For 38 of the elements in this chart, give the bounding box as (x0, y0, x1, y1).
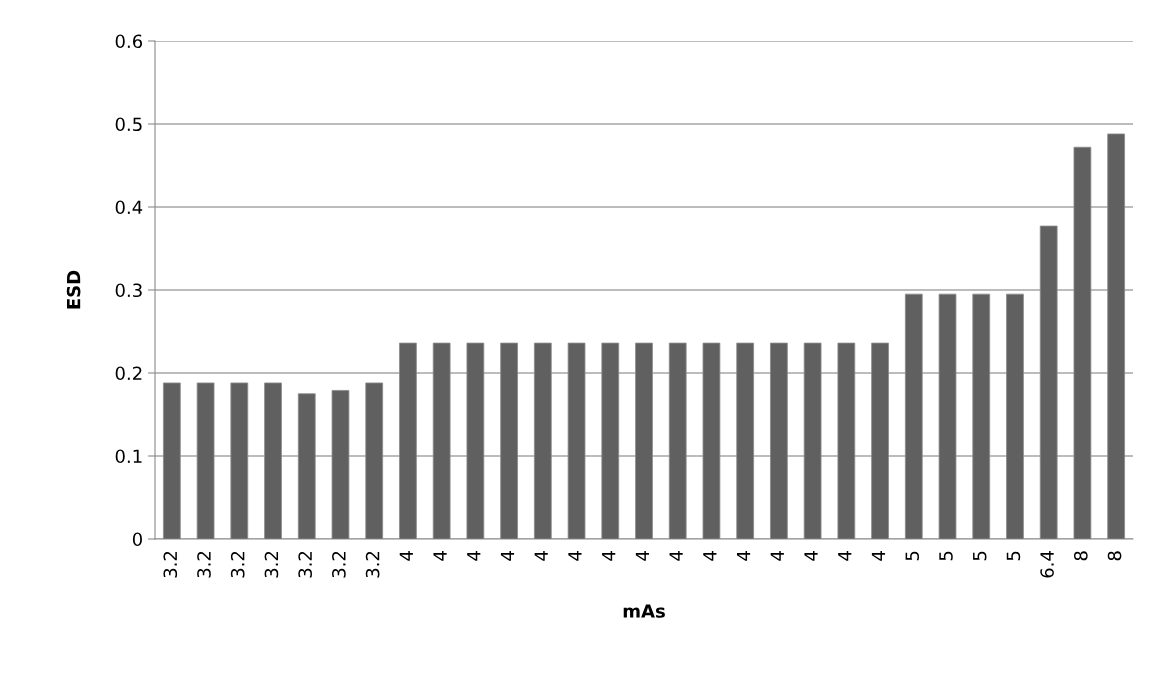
x-tick-label: 5 (939, 551, 953, 561)
x-tick-label: 6.4 (1040, 551, 1054, 578)
y-tick-label: 0.1 (115, 449, 142, 464)
x-tick-label: 4 (770, 551, 784, 561)
y-tick-label: 0.4 (115, 200, 143, 215)
x-tick-label: 8 (1074, 551, 1088, 561)
x-tick-label: 3.2 (230, 551, 245, 578)
x-tick-label: 5 (1006, 551, 1021, 561)
x-tick-label: 8 (1107, 551, 1122, 561)
x-tick-label: 4 (736, 551, 751, 561)
y-tick-label: 0.3 (115, 283, 142, 298)
x-tick-label: 4 (568, 551, 582, 561)
x-tick-label: 5 (905, 551, 920, 561)
x-axis-title: mAs (623, 604, 665, 618)
x-tick-label: 3.2 (365, 551, 380, 578)
x-tick-label: 4 (399, 551, 413, 561)
x-tick-label: 4 (669, 551, 683, 561)
x-tick-label: 3.2 (264, 551, 279, 578)
x-tick-label: 4 (467, 551, 481, 561)
y-tick-label: 0.5 (115, 117, 142, 132)
x-tick-label: 4 (871, 551, 886, 561)
x-tick-label: 5 (973, 551, 987, 561)
x-tick-label: 3.2 (197, 551, 211, 578)
y-axis-title: ESD (66, 270, 81, 309)
y-tick-label: 0.6 (115, 34, 143, 49)
x-tick-label: 3.2 (163, 551, 178, 578)
y-tick-label: 0 (132, 532, 142, 547)
x-tick-label: 4 (602, 551, 616, 561)
x-tick-label: 4 (703, 551, 717, 561)
x-tick-label: 4 (804, 551, 818, 561)
x-tick-label: 4 (534, 551, 548, 561)
x-tick-label: 4 (433, 551, 447, 561)
x-tick-label: 4 (500, 551, 515, 561)
x-tick-label: 4 (838, 551, 852, 561)
y-tick-label: 0.2 (115, 366, 142, 381)
x-tick-label: 4 (635, 551, 649, 561)
x-tick-label: 3.2 (298, 551, 312, 578)
x-tick-label: 3.2 (332, 551, 346, 578)
